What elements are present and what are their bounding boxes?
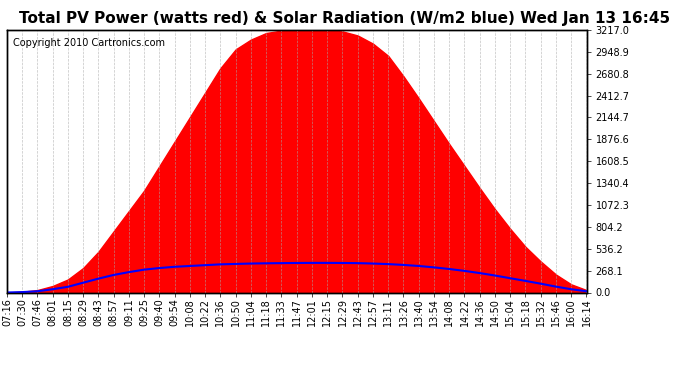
Text: Total PV Power (watts red) & Solar Radiation (W/m2 blue) Wed Jan 13 16:45: Total PV Power (watts red) & Solar Radia… bbox=[19, 11, 671, 26]
Text: Copyright 2010 Cartronics.com: Copyright 2010 Cartronics.com bbox=[12, 38, 165, 48]
